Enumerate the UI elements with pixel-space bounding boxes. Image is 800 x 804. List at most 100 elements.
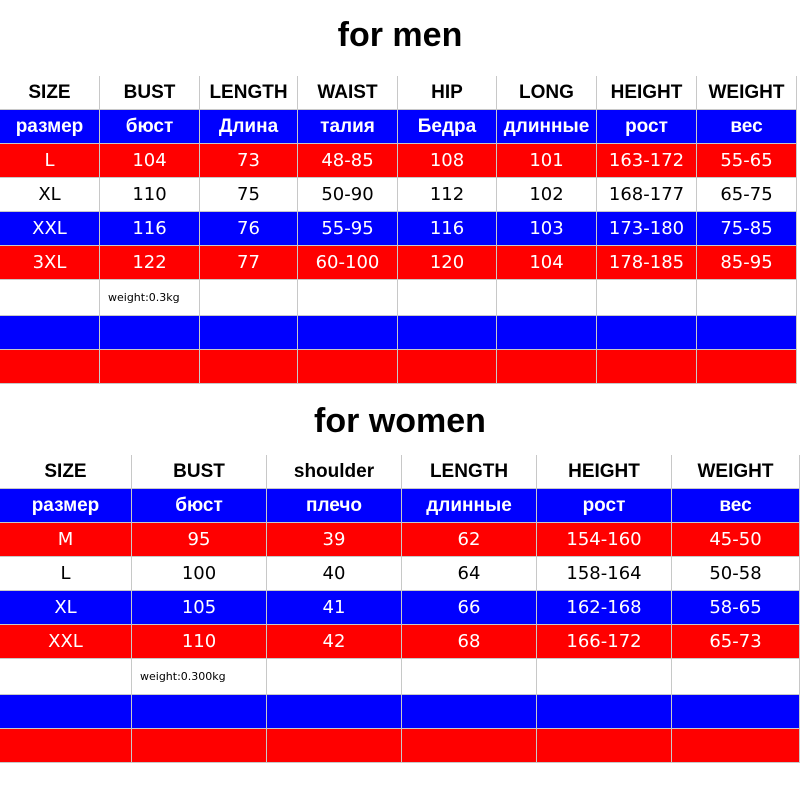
empty-cell <box>0 316 100 350</box>
header-cell: HEIGHT <box>537 455 672 489</box>
data-cell: 62 <box>402 523 537 557</box>
data-cell: 85-95 <box>697 246 797 280</box>
empty-cell <box>402 729 537 763</box>
header-cell: BUST <box>132 455 267 489</box>
data-cell: 178-185 <box>597 246 697 280</box>
data-cell: 112 <box>398 178 497 212</box>
empty-cell <box>298 350 398 384</box>
empty-cell <box>402 695 537 729</box>
empty-cell <box>398 280 497 316</box>
header-ru-cell: размер <box>0 110 100 144</box>
data-cell: 100 <box>132 557 267 591</box>
data-cell: 77 <box>200 246 298 280</box>
data-cell: 41 <box>267 591 402 625</box>
data-cell: 103 <box>497 212 597 246</box>
data-cell: 66 <box>402 591 537 625</box>
women-title: for women <box>314 402 486 440</box>
empty-cell <box>672 729 800 763</box>
data-cell: 76 <box>200 212 298 246</box>
empty-cell <box>200 280 298 316</box>
data-cell: 68 <box>402 625 537 659</box>
header-cell: SIZE <box>0 455 132 489</box>
empty-cell <box>267 729 402 763</box>
data-cell: 42 <box>267 625 402 659</box>
header-cell: WEIGHT <box>697 76 797 110</box>
data-cell: 75 <box>200 178 298 212</box>
data-cell: XXL <box>0 212 100 246</box>
empty-cell <box>537 695 672 729</box>
data-cell: 55-95 <box>298 212 398 246</box>
header-cell: SIZE <box>0 76 100 110</box>
data-cell: 168-177 <box>597 178 697 212</box>
data-cell: 101 <box>497 144 597 178</box>
header-ru-cell: бюст <box>100 110 200 144</box>
data-cell: 110 <box>100 178 200 212</box>
header-cell: WEIGHT <box>672 455 800 489</box>
empty-cell <box>298 280 398 316</box>
empty-cell <box>672 695 800 729</box>
header-ru-cell: талия <box>298 110 398 144</box>
data-cell: 65-75 <box>697 178 797 212</box>
data-cell: 104 <box>100 144 200 178</box>
header-ru-cell: вес <box>697 110 797 144</box>
header-cell: HEIGHT <box>597 76 697 110</box>
header-ru-cell: длинные <box>497 110 597 144</box>
header-ru-cell: Бедра <box>398 110 497 144</box>
data-cell: L <box>0 144 100 178</box>
empty-cell <box>0 659 132 695</box>
empty-cell <box>298 316 398 350</box>
empty-cell <box>402 659 537 695</box>
data-cell: 173-180 <box>597 212 697 246</box>
data-cell: 104 <box>497 246 597 280</box>
header-cell: LENGTH <box>402 455 537 489</box>
header-cell: BUST <box>100 76 200 110</box>
data-cell: 166-172 <box>537 625 672 659</box>
empty-cell <box>697 350 797 384</box>
data-cell: 64 <box>402 557 537 591</box>
empty-cell <box>537 659 672 695</box>
data-cell: 154-160 <box>537 523 672 557</box>
data-cell: 58-65 <box>672 591 800 625</box>
header-cell: shoulder <box>267 455 402 489</box>
data-cell: 163-172 <box>597 144 697 178</box>
header-cell: WAIST <box>298 76 398 110</box>
weight-note: weight:0.300kg <box>132 659 267 695</box>
empty-cell <box>398 316 497 350</box>
empty-cell <box>697 280 797 316</box>
data-cell: 122 <box>100 246 200 280</box>
data-cell: 39 <box>267 523 402 557</box>
empty-cell <box>497 316 597 350</box>
data-cell: L <box>0 557 132 591</box>
data-cell: XXL <box>0 625 132 659</box>
data-cell: 102 <box>497 178 597 212</box>
data-cell: XL <box>0 178 100 212</box>
header-ru-cell: длинные <box>402 489 537 523</box>
data-cell: 120 <box>398 246 497 280</box>
data-cell: M <box>0 523 132 557</box>
empty-cell <box>200 350 298 384</box>
data-cell: 48-85 <box>298 144 398 178</box>
data-cell: 158-164 <box>537 557 672 591</box>
weight-note: weight:0.3kg <box>100 280 200 316</box>
data-cell: 73 <box>200 144 298 178</box>
empty-cell <box>0 695 132 729</box>
empty-cell <box>597 280 697 316</box>
empty-cell <box>200 316 298 350</box>
empty-cell <box>497 280 597 316</box>
data-cell: 95 <box>132 523 267 557</box>
header-ru-cell: рост <box>537 489 672 523</box>
data-cell: 116 <box>100 212 200 246</box>
header-ru-cell: рост <box>597 110 697 144</box>
data-cell: 3XL <box>0 246 100 280</box>
header-cell: LONG <box>497 76 597 110</box>
empty-cell <box>132 729 267 763</box>
empty-cell <box>497 350 597 384</box>
data-cell: 55-65 <box>697 144 797 178</box>
header-ru-cell: бюст <box>132 489 267 523</box>
header-cell: HIP <box>398 76 497 110</box>
data-cell: 60-100 <box>298 246 398 280</box>
empty-cell <box>100 350 200 384</box>
data-cell: 50-90 <box>298 178 398 212</box>
header-ru-cell: размер <box>0 489 132 523</box>
